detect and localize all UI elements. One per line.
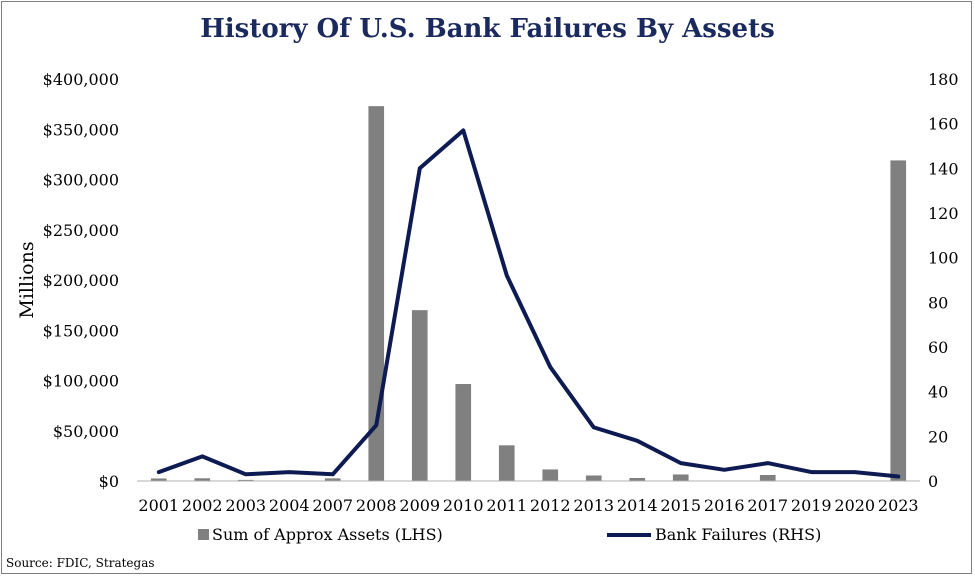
left-tick-label: $0	[99, 472, 119, 491]
right-axis-ticks: 0 20 40 60 80 100 120 140 160 180	[928, 70, 959, 491]
left-tick-label: $200,000	[43, 271, 119, 290]
bar	[150, 478, 167, 481]
left-tick-label: $350,000	[43, 120, 119, 139]
bar	[672, 474, 689, 481]
right-tick-label: 20	[928, 427, 948, 446]
x-tick-label: 2001	[138, 496, 179, 515]
x-tick-label: 2012	[530, 496, 571, 515]
legend-bar-swatch	[198, 529, 209, 540]
bar	[237, 479, 254, 481]
left-tick-label: $50,000	[53, 422, 119, 441]
bar-series	[150, 106, 907, 482]
bar	[324, 478, 341, 481]
bar	[542, 469, 559, 481]
right-tick-label: 160	[928, 115, 959, 134]
source-note: Source: FDIC, Strategas	[6, 556, 155, 570]
bar	[368, 106, 385, 481]
bar	[629, 477, 646, 481]
x-tick-label: 2003	[225, 496, 266, 515]
chart-title: History Of U.S. Bank Failures By Assets	[200, 14, 775, 44]
legend: Sum of Approx Assets (LHS) Bank Failures…	[198, 525, 821, 544]
x-tick-label: 2007	[312, 496, 353, 515]
y-axis-label: Millions	[16, 241, 38, 318]
bar	[455, 384, 472, 481]
legend-bar-label: Sum of Approx Assets (LHS)	[212, 525, 443, 544]
left-tick-label: $100,000	[43, 372, 119, 391]
legend-line-label: Bank Failures (RHS)	[655, 525, 821, 544]
x-tick-label: 2015	[660, 496, 701, 515]
x-tick-label: 2009	[399, 496, 440, 515]
x-tick-label: 2020	[834, 496, 875, 515]
failures-line	[156, 128, 901, 479]
x-tick-label: 2016	[704, 496, 745, 515]
x-tick-label: 2013	[573, 496, 614, 515]
left-tick-label: $400,000	[43, 70, 119, 89]
left-axis-ticks: $0 $50,000 $100,000 $150,000 $200,000 $250,00…	[43, 70, 119, 491]
x-tick-label: 2002	[182, 496, 223, 515]
x-tick-label: 2011	[486, 496, 527, 515]
bar	[759, 474, 776, 481]
right-tick-label: 180	[928, 70, 959, 89]
line-series	[156, 128, 901, 479]
x-tick-label: 2004	[269, 496, 310, 515]
left-tick-label: $150,000	[43, 321, 119, 340]
bar	[890, 160, 907, 481]
x-tick-label: 2017	[747, 496, 788, 515]
right-tick-label: 40	[928, 383, 948, 402]
right-tick-label: 0	[928, 472, 938, 491]
right-tick-label: 120	[928, 204, 959, 223]
bar	[194, 478, 211, 481]
x-tick-label: 2023	[878, 496, 919, 515]
left-tick-label: $300,000	[43, 171, 119, 190]
x-axis-ticks: 2001 2002 2003 2004 2007 2008 2009 2010 2011 2012…	[138, 496, 918, 515]
right-tick-label: 100	[928, 249, 959, 268]
x-tick-label: 2019	[791, 496, 832, 515]
bar	[498, 445, 515, 481]
right-tick-label: 80	[928, 293, 948, 312]
left-tick-label: $250,000	[43, 221, 119, 240]
x-tick-label: 2008	[356, 496, 397, 515]
right-tick-label: 140	[928, 159, 959, 178]
right-tick-label: 60	[928, 338, 948, 357]
x-tick-label: 2010	[443, 496, 484, 515]
x-tick-label: 2014	[617, 496, 658, 515]
bar	[411, 310, 428, 481]
bar	[585, 475, 602, 481]
